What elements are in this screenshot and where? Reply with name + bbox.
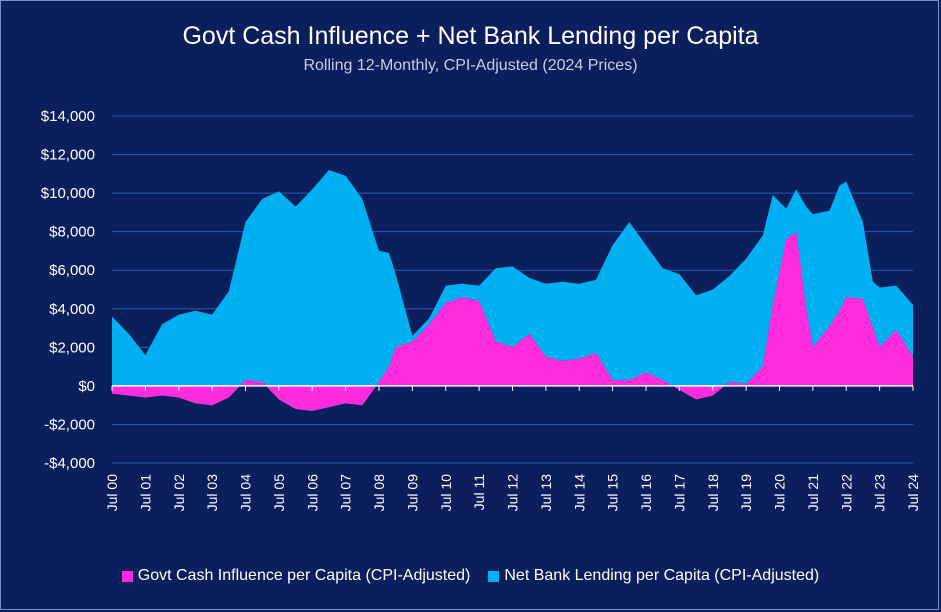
x-tick-label-16: Jul 16 bbox=[638, 474, 654, 512]
legend-swatch-govt-cash bbox=[121, 570, 133, 582]
x-tick-label-8: Jul 08 bbox=[371, 474, 387, 512]
x-tick-label-5: Jul 05 bbox=[271, 474, 287, 512]
x-tick-label-1: Jul 01 bbox=[137, 474, 153, 512]
x-tick-label-10: Jul 10 bbox=[438, 474, 454, 512]
axes: -$4,000 -$2,000 $0 $2,000 $4,000 $6,000 $8,000… bbox=[41, 108, 921, 511]
y-tick-label-8: $12,000 bbox=[41, 147, 95, 164]
x-tick-label-6: Jul 06 bbox=[304, 474, 320, 512]
x-tick-label-13: Jul 13 bbox=[538, 474, 554, 512]
x-tick-label-20: Jul 20 bbox=[772, 474, 788, 512]
x-tick-label-22: Jul 22 bbox=[838, 474, 854, 512]
area-govt-cash bbox=[112, 231, 913, 411]
y-tick-label-0: -$4,000 bbox=[44, 455, 95, 472]
x-tick-label-17: Jul 17 bbox=[671, 474, 687, 512]
legend-label-govt-cash: Govt Cash Influence per Capita (CPI-Adju… bbox=[137, 567, 471, 584]
y-tick-label-6: $8,000 bbox=[49, 224, 95, 241]
x-tick-label-0: Jul 00 bbox=[104, 474, 120, 512]
y-tick-label-5: $6,000 bbox=[49, 262, 95, 279]
x-tick-label-2: Jul 02 bbox=[171, 474, 187, 512]
x-tick-label-9: Jul 09 bbox=[404, 474, 420, 512]
legend: Govt Cash Influence per Capita (CPI-Adju… bbox=[0, 567, 941, 585]
x-tick-label-23: Jul 23 bbox=[872, 474, 888, 512]
x-tick-label-19: Jul 19 bbox=[738, 474, 754, 512]
x-tick-label-11: Jul 11 bbox=[471, 474, 487, 511]
stacked-areas bbox=[112, 170, 913, 411]
area-net-bank-lending bbox=[112, 170, 913, 411]
x-tick-label-21: Jul 21 bbox=[805, 474, 821, 512]
legend-item-govt-cash: Govt Cash Influence per Capita (CPI-Adju… bbox=[121, 567, 471, 585]
y-tick-label-7: $10,000 bbox=[41, 185, 95, 202]
y-tick-label-3: $2,000 bbox=[49, 339, 95, 356]
y-tick-label-1: -$2,000 bbox=[44, 416, 95, 433]
x-tick-label-15: Jul 15 bbox=[605, 474, 621, 512]
chart-subtitle: Rolling 12-Monthly, CPI-Adjusted (2024 P… bbox=[303, 57, 638, 74]
y-tick-label-2: $0 bbox=[78, 378, 95, 395]
x-tick-label-7: Jul 07 bbox=[338, 474, 354, 512]
legend-item-net-bank-lending: Net Bank Lending per Capita (CPI-Adjuste… bbox=[488, 567, 819, 585]
y-tick-label-9: $14,000 bbox=[41, 108, 95, 125]
x-tick-label-4: Jul 04 bbox=[238, 474, 254, 512]
x-tick-label-14: Jul 14 bbox=[571, 474, 587, 512]
x-tick-label-12: Jul 12 bbox=[505, 474, 521, 512]
x-tick-label-3: Jul 03 bbox=[204, 474, 220, 512]
legend-label-net-bank-lending: Net Bank Lending per Capita (CPI-Adjuste… bbox=[504, 567, 820, 584]
x-tick-label-18: Jul 18 bbox=[705, 474, 721, 512]
legend-swatch-net-bank-lending bbox=[488, 570, 500, 582]
y-tick-label-4: $4,000 bbox=[49, 301, 95, 318]
x-tick-label-24: Jul 24 bbox=[905, 474, 921, 512]
chart-title: Govt Cash Influence + Net Bank Lending p… bbox=[182, 22, 759, 50]
